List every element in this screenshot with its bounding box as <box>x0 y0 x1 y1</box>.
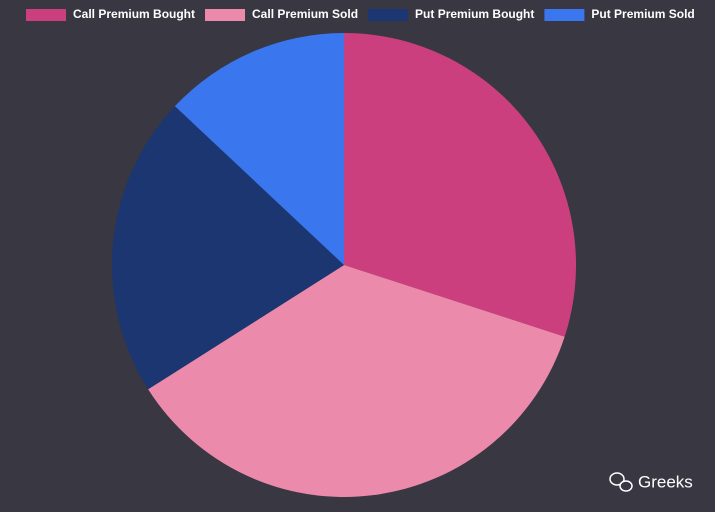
pie-slice <box>344 33 577 337</box>
legend-swatch <box>26 9 66 21</box>
watermark-icon <box>619 480 633 492</box>
pie-slice <box>148 265 565 498</box>
watermark-icon <box>609 472 625 486</box>
legend-label: Call Premium Bought <box>73 7 195 21</box>
legend-swatch <box>544 9 585 21</box>
pie-slice <box>174 33 344 265</box>
pie <box>111 33 577 498</box>
watermark-text: Greeks <box>638 472 693 491</box>
legend-label: Call Premium Sold <box>252 7 358 21</box>
legend: Call Premium Bought Call Premium Sold Put … <box>26 7 695 21</box>
watermark: Greeks <box>609 472 693 492</box>
pie-slice <box>111 106 344 390</box>
legend-swatch <box>368 9 409 21</box>
legend-swatch <box>205 9 246 21</box>
legend-label: Put Premium Sold <box>591 7 694 21</box>
legend-label: Put Premium Bought <box>415 7 534 21</box>
